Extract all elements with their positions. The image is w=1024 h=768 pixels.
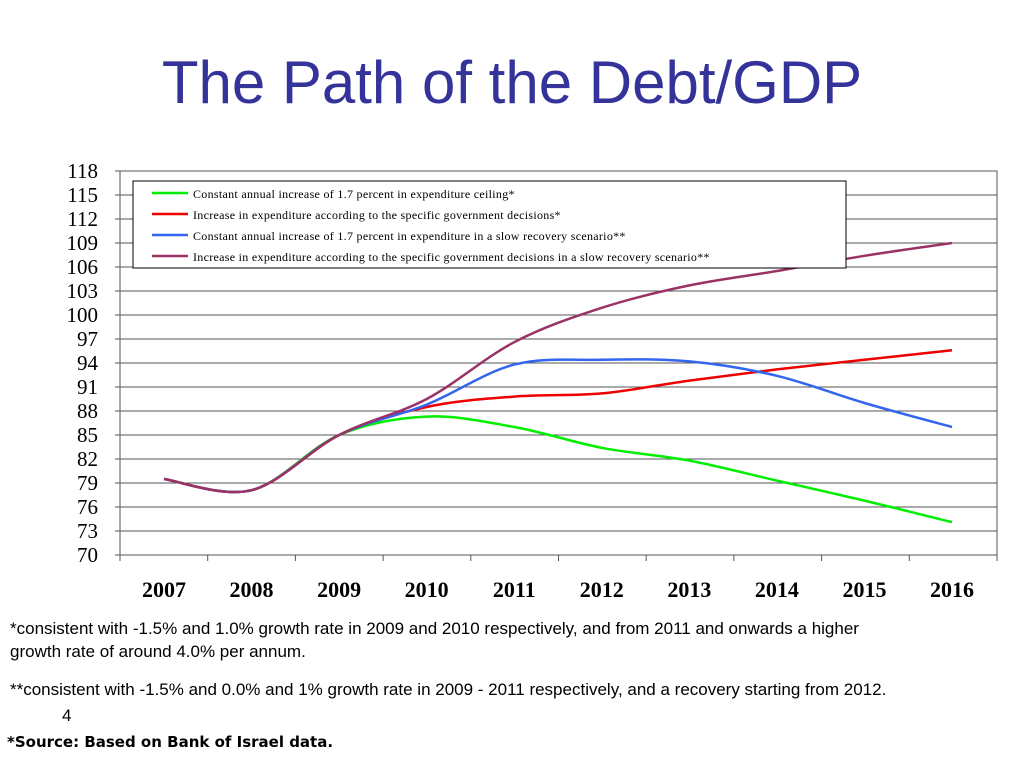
y-tick-label: 91	[77, 375, 98, 399]
y-tick-label: 76	[77, 495, 98, 519]
x-tick-label: 2007	[142, 577, 186, 602]
legend-label-3: Constant annual increase of 1.7 percent …	[193, 229, 626, 243]
source-note: *Source: Based on Bank of Israel data.	[7, 733, 334, 751]
series-line-4	[163, 241, 953, 494]
y-tick-label: 118	[67, 159, 98, 183]
y-tick-label: 82	[77, 447, 98, 471]
x-tick-label: 2014	[755, 577, 799, 602]
y-tick-label: 97	[77, 327, 98, 351]
x-tick-label: 2013	[667, 577, 711, 602]
series-line-2	[163, 348, 953, 494]
footnote-scenario-1: *consistent with -1.5% and 1.0% growth r…	[10, 619, 859, 661]
y-tick-label: 115	[67, 183, 98, 207]
series-line-3	[163, 358, 953, 494]
legend-label-2: Increase in expenditure according to the…	[193, 208, 561, 222]
y-tick-label: 79	[77, 471, 98, 495]
y-tick-label: 100	[67, 303, 99, 327]
y-tick-label: 88	[77, 399, 98, 423]
x-tick-label: 2009	[317, 577, 361, 602]
footnote-scenario-2: **consistent with -1.5% and 0.0% and 1% …	[10, 680, 887, 699]
y-tick-label: 73	[77, 519, 98, 543]
series-layer	[163, 241, 953, 524]
series-line-1	[163, 415, 953, 524]
x-tick-label: 2011	[493, 577, 536, 602]
legend-label-4: Increase in expenditure according to the…	[193, 250, 710, 264]
y-tick-label: 94	[77, 351, 99, 375]
y-tick-label: 103	[67, 279, 99, 303]
x-tick-label: 2015	[842, 577, 886, 602]
x-tick-label: 2008	[230, 577, 274, 602]
y-tick-label: 70	[77, 543, 98, 567]
x-tick-label: 2016	[930, 577, 974, 602]
y-tick-label: 85	[77, 423, 98, 447]
legend: Constant annual increase of 1.7 percent …	[132, 180, 847, 269]
x-tick-label: 2010	[405, 577, 449, 602]
legend-box	[132, 180, 847, 269]
legend-label-1: Constant annual increase of 1.7 percent …	[193, 187, 515, 201]
y-tick-label: 106	[67, 255, 99, 279]
y-tick-label: 109	[67, 231, 99, 255]
axis-layer: 7073767982858891949710010310610911211511…	[67, 159, 998, 602]
x-tick-label: 2012	[580, 577, 624, 602]
debt-gdp-chart: 7073767982858891949710010310610911211511…	[67, 159, 998, 602]
page-number: 4	[62, 706, 72, 725]
slide-title: The Path of the Debt/GDP	[161, 49, 863, 116]
y-tick-label: 112	[67, 207, 98, 231]
